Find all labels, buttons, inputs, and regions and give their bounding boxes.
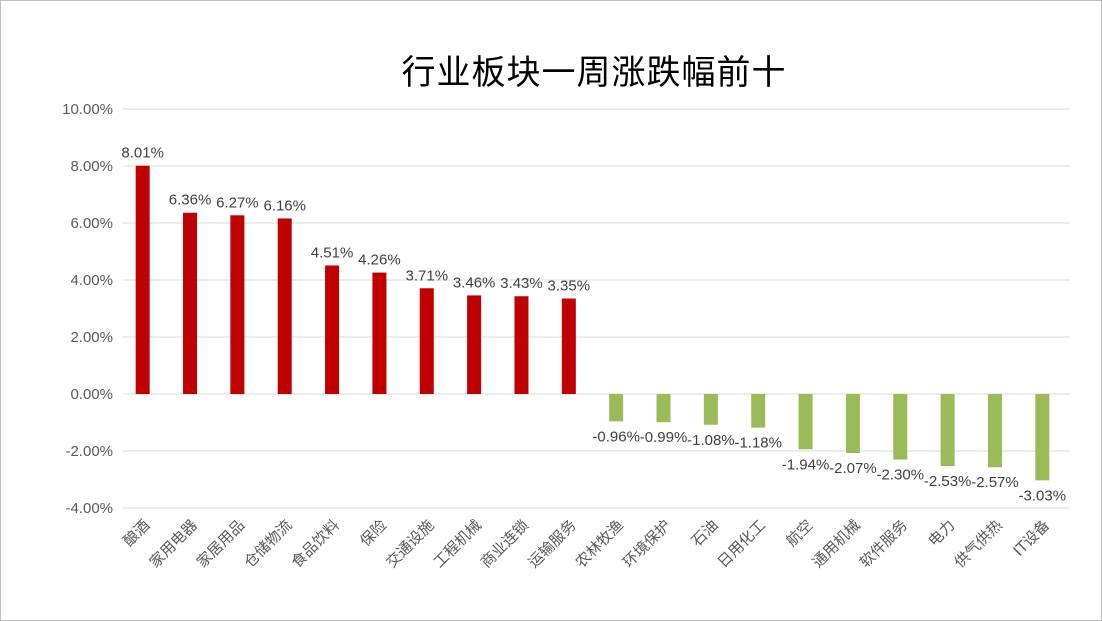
y-tick-label: 8.00%: [70, 158, 113, 175]
x-tick-label: 电力: [925, 516, 959, 550]
bar: [703, 394, 718, 425]
bar: [987, 394, 1002, 468]
data-label: 4.26%: [358, 252, 401, 269]
data-label: -1.94%: [782, 456, 830, 473]
bar: [135, 165, 150, 394]
x-tick-label: 软件服务: [856, 516, 911, 571]
bar: [798, 394, 813, 450]
x-tick-label: 供气供热: [951, 516, 1006, 571]
x-tick-label: 石油: [688, 516, 722, 550]
x-tick-label: 工程机械: [430, 516, 485, 571]
data-label: -0.99%: [640, 429, 688, 446]
data-label: 4.51%: [311, 244, 354, 261]
data-label: -1.18%: [734, 435, 782, 452]
chart-title: 行业板块一周涨跌幅前十: [401, 53, 787, 93]
x-tick-label: 运输服务: [524, 516, 579, 571]
y-tick-label: -2.00%: [65, 443, 113, 460]
data-label: 3.46%: [453, 274, 496, 291]
data-label: -0.96%: [592, 428, 640, 445]
y-tick-label: 2.00%: [70, 329, 113, 346]
bar: [893, 394, 908, 460]
data-label: -2.07%: [829, 460, 877, 477]
bar: [940, 394, 955, 467]
bar: [1035, 394, 1050, 481]
data-label: 6.36%: [169, 192, 212, 209]
bar: [609, 394, 624, 422]
bar: [656, 394, 671, 423]
bar: [751, 394, 766, 428]
x-tick-label: 保险: [356, 516, 390, 550]
x-tick-label: IT设备: [1010, 516, 1054, 560]
data-label: -2.30%: [877, 467, 925, 484]
x-tick-label: 仓储物流: [240, 516, 295, 571]
x-tick-label: 航空: [782, 516, 816, 550]
x-tick-label: 交通设施: [382, 516, 437, 571]
bar: [277, 218, 292, 394]
x-tick-label: 家居用品: [193, 516, 248, 571]
y-tick-label: 10.00%: [62, 101, 113, 118]
bar: [561, 298, 576, 394]
bar: [230, 215, 245, 394]
data-label: 3.43%: [500, 275, 543, 292]
data-label: 6.16%: [263, 197, 306, 214]
x-tick-label: 商业连锁: [477, 516, 532, 571]
data-label: 6.27%: [216, 194, 259, 211]
x-tick-label: 通用机械: [809, 516, 864, 571]
x-tick-label: 农林牧渔: [572, 516, 627, 571]
data-label: -1.08%: [687, 432, 735, 449]
x-tick-label: 环境保护: [619, 516, 674, 571]
bar: [372, 272, 387, 394]
bar: [325, 265, 340, 394]
data-label: -2.57%: [971, 474, 1019, 491]
bar: [467, 295, 482, 394]
bar: [419, 288, 434, 394]
y-tick-label: 6.00%: [70, 215, 113, 232]
data-label: 3.35%: [548, 278, 591, 295]
data-label: -2.53%: [924, 473, 972, 490]
data-label: -3.03%: [1019, 487, 1067, 504]
y-tick-label: -4.00%: [65, 500, 113, 517]
x-tick-label: 食品饮料: [288, 516, 343, 571]
bar: [845, 394, 860, 453]
bar: [183, 212, 198, 394]
x-tick-label: 家用电器: [146, 516, 201, 571]
y-tick-label: 0.00%: [70, 386, 113, 403]
y-tick-label: 4.00%: [70, 272, 113, 289]
x-tick-label: 日用化工: [714, 516, 769, 571]
data-label: 8.01%: [121, 145, 164, 162]
x-tick-label: 酿酒: [120, 516, 154, 550]
bar: [514, 296, 529, 394]
data-label: 3.71%: [406, 267, 449, 284]
